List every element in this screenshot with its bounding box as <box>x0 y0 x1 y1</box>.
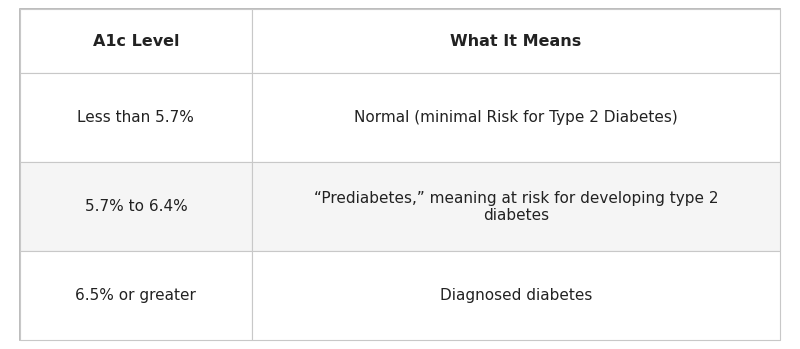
Bar <box>252 162 780 251</box>
Bar <box>20 251 252 340</box>
Bar <box>20 162 252 251</box>
Text: Diagnosed diabetes: Diagnosed diabetes <box>440 288 592 303</box>
Text: A1c Level: A1c Level <box>93 34 179 49</box>
Text: 5.7% to 6.4%: 5.7% to 6.4% <box>85 199 187 214</box>
Text: What It Means: What It Means <box>450 34 582 49</box>
Bar <box>252 251 780 340</box>
Text: 6.5% or greater: 6.5% or greater <box>75 288 196 303</box>
Bar <box>20 73 252 162</box>
Bar <box>252 73 780 162</box>
Bar <box>252 9 780 73</box>
Text: Normal (minimal Risk for Type 2 Diabetes): Normal (minimal Risk for Type 2 Diabetes… <box>354 110 678 125</box>
Bar <box>20 9 252 73</box>
Text: “Prediabetes,” meaning at risk for developing type 2
diabetes: “Prediabetes,” meaning at risk for devel… <box>314 191 718 223</box>
Text: Less than 5.7%: Less than 5.7% <box>78 110 194 125</box>
